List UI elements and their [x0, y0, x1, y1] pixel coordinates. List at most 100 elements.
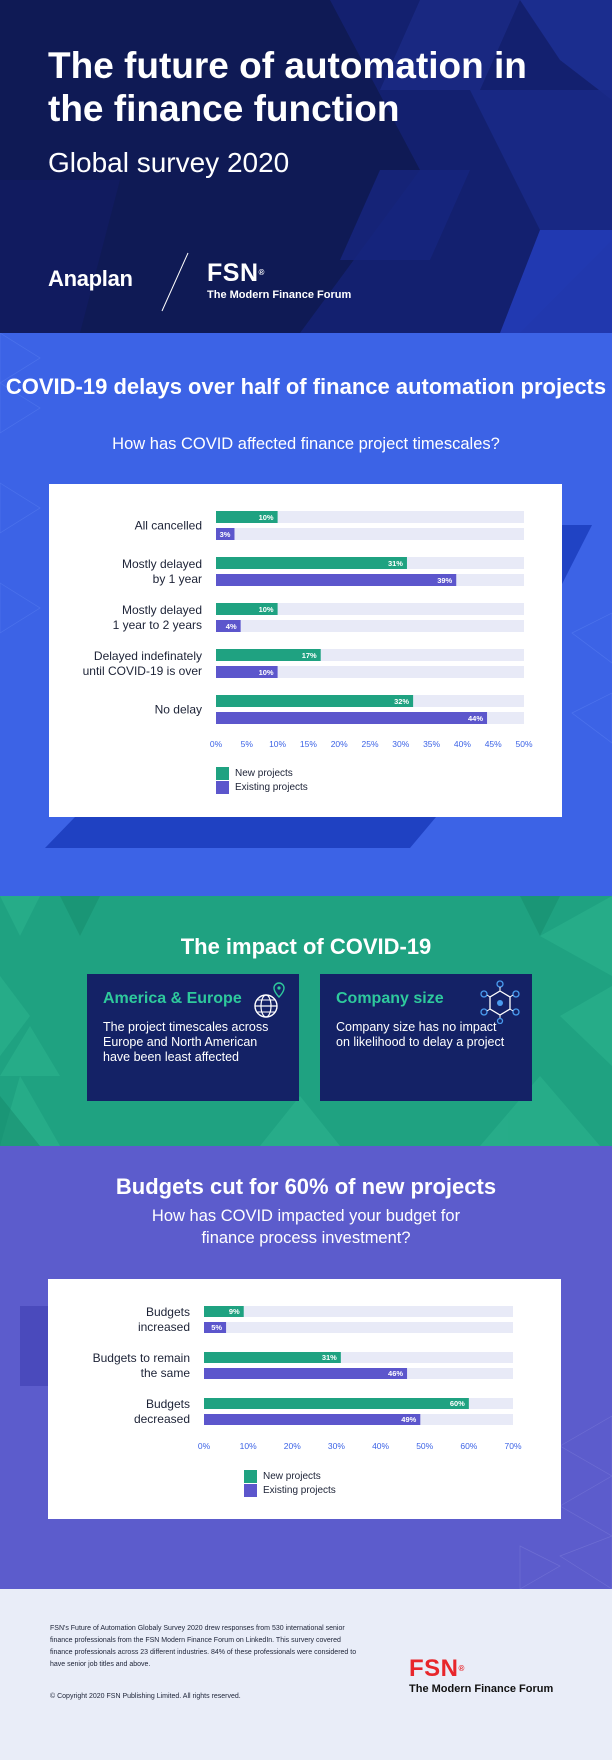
fsn-footer-registered-mark: ®	[458, 1664, 465, 1673]
bar-value-label: 10%	[259, 513, 274, 522]
bar-value-label: 10%	[259, 605, 274, 614]
category-label: Mostly delayed	[122, 603, 202, 617]
hero-background-pattern	[0, 0, 612, 333]
bar-track	[204, 1352, 513, 1363]
impact-title: The impact of COVID-19	[180, 934, 432, 959]
bar-existing-projects	[216, 574, 457, 586]
budgets-chart-card: Budgets increased 9% 5% Budgets to remain the…	[48, 1279, 561, 1519]
impact-box-company-size: Company size Company size has no impact …	[320, 974, 532, 1101]
bar-track	[216, 528, 524, 540]
bar-new-projects	[216, 649, 321, 661]
bar-value-label: 49%	[401, 1415, 416, 1424]
bar-new-projects	[216, 695, 414, 707]
category-label: No delay	[155, 703, 202, 717]
impact-box-text: Company size has no impact on likelihood…	[336, 1020, 505, 1049]
bar-track	[216, 603, 524, 615]
legend-swatch-new	[216, 766, 229, 780]
impact-box-text: The project timescales across Europe and…	[103, 1020, 269, 1064]
axis-tick-label: 30%	[392, 739, 409, 749]
bar-new-projects	[204, 1306, 244, 1317]
fsn-footer-tagline: The Modern Finance Forum	[409, 1683, 554, 1695]
copyright-text: © Copyright 2020 FSN Publishing Limited.…	[50, 1693, 241, 1700]
fsn-tagline: The Modern Finance Forum	[207, 289, 352, 301]
legend-label-new: New projects	[235, 767, 293, 779]
legend-swatch-new	[244, 1469, 257, 1483]
bar-value-label: 31%	[388, 559, 403, 568]
section-background-pattern	[0, 896, 612, 1146]
fsn-footer-logo: FSN® The Modern Finance Forum	[409, 1655, 554, 1696]
axis-tick-label: 20%	[284, 1441, 301, 1451]
bar-new-projects	[204, 1352, 341, 1363]
bar-value-label: 32%	[394, 697, 409, 706]
category-label: the same	[141, 1366, 191, 1380]
bar-value-label: 46%	[388, 1369, 403, 1378]
category-label: Delayed indefinately	[94, 649, 202, 663]
bar-value-label: 60%	[450, 1399, 465, 1408]
axis-tick-label: 20%	[331, 739, 348, 749]
bar-track	[216, 620, 524, 632]
bar-existing-projects	[216, 620, 241, 632]
bar-value-label: 31%	[322, 1353, 337, 1362]
axis-tick-label: 10%	[269, 739, 286, 749]
category-label: Budgets	[146, 1397, 190, 1411]
bar-existing-projects	[216, 712, 488, 724]
category-label: All cancelled	[135, 519, 202, 533]
fsn-logo-text: FSN	[207, 259, 259, 287]
axis-tick-label: 50%	[416, 1441, 433, 1451]
bar-value-label: 9%	[229, 1307, 240, 1316]
bar-value-label: 17%	[302, 651, 317, 660]
timescales-chart-legend: New projects Existing projects	[216, 766, 308, 794]
globe-location-icon	[254, 982, 285, 1018]
axis-tick-label: 70%	[504, 1441, 521, 1451]
impact-box-heading: America & Europe	[103, 990, 242, 1007]
axis-tick-label: 35%	[423, 739, 440, 749]
hero-banner: The future of automation in the finance …	[0, 0, 612, 333]
axis-tick-label: 15%	[300, 739, 317, 749]
bar-track	[204, 1322, 513, 1333]
category-label: until COVID-19 is over	[83, 664, 202, 678]
impact-box-heading: Company size	[336, 990, 444, 1007]
bar-value-label: 4%	[226, 622, 237, 631]
bar-existing-projects	[216, 666, 278, 678]
budgets-title: Budgets cut for 60% of new projects	[115, 1174, 497, 1199]
axis-tick-label: 50%	[515, 739, 532, 749]
bar-value-label: 39%	[437, 576, 452, 585]
axis-tick-label: 40%	[372, 1441, 389, 1451]
impact-box-america-europe: America & Europe The project timescales …	[87, 974, 299, 1101]
legend-label-existing: Existing projects	[263, 1484, 336, 1496]
category-label: Mostly delayed	[122, 557, 202, 571]
axis-tick-label: 10%	[240, 1441, 257, 1451]
bar-value-label: 10%	[259, 668, 274, 677]
category-label: increased	[138, 1320, 190, 1334]
hero-title: The future of automation in the finance …	[48, 45, 527, 129]
covid-delays-section: COVID-19 delays over half of finance aut…	[0, 333, 612, 896]
bar-new-projects	[216, 557, 407, 569]
category-label: decreased	[134, 1412, 190, 1426]
covid-delays-title: COVID-19 delays over half of finance aut…	[5, 374, 607, 399]
legend-swatch-existing	[216, 780, 229, 794]
legend-label-existing: Existing projects	[235, 781, 308, 793]
bar-value-label: 3%	[220, 530, 231, 539]
category-label: 1 year to 2 years	[113, 618, 202, 632]
category-label: by 1 year	[153, 572, 202, 586]
anaplan-logo: Anaplan	[48, 266, 133, 291]
budgets-section: Budgets cut for 60% of new projects How …	[0, 1146, 612, 1589]
fsn-footer-logo-text: FSN	[409, 1655, 459, 1682]
bar-track	[204, 1306, 513, 1317]
bar-track	[216, 666, 524, 678]
fsn-registered-mark: ®	[258, 268, 265, 277]
logo-divider	[161, 252, 189, 312]
bar-value-label: 5%	[211, 1323, 222, 1332]
bar-existing-projects	[216, 528, 235, 540]
axis-tick-label: 30%	[328, 1441, 345, 1451]
category-label: Budgets	[146, 1305, 190, 1319]
covid-delays-subtitle: How has COVID affected finance project t…	[112, 435, 500, 453]
bar-new-projects	[216, 511, 278, 523]
network-nodes-icon	[480, 980, 520, 1024]
axis-tick-label: 45%	[485, 739, 502, 749]
axis-tick-label: 25%	[361, 739, 378, 749]
bar-new-projects	[204, 1398, 469, 1409]
hero-subtitle: Global survey 2020	[48, 147, 290, 178]
